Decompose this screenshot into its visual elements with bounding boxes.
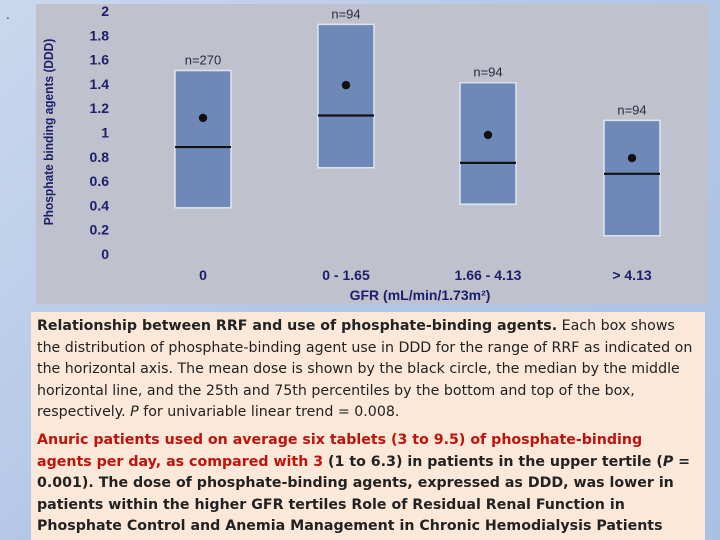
- y-tick-label: 1: [101, 125, 109, 141]
- caption-paragraph-1: Relationship between RRF and use of phos…: [37, 316, 699, 424]
- n-label: n=270: [185, 53, 222, 68]
- n-label: n=94: [617, 102, 646, 117]
- bullet-mark: .: [6, 8, 10, 22]
- y-tick-label: 1.6: [90, 52, 110, 68]
- y-axis-label: Phosphate binding agents (DDD): [42, 39, 57, 226]
- y-tick-label: 0: [101, 246, 109, 262]
- mean-dot: [627, 153, 637, 163]
- mean-dot: [198, 113, 208, 123]
- y-tick-label: 1.8: [90, 27, 110, 43]
- box-plot-chart: 0 0.2 0.4 0.6 0.8 1 1.2 1.4 1.6 1.8 2 Phosphate bin…: [42, 4, 661, 303]
- caption-black-a: (1 to 6.3) in patients in the upper tert…: [323, 453, 663, 470]
- x-tick-label: 0: [199, 267, 207, 283]
- mean-dot: [341, 80, 351, 90]
- caption-p-letter: P: [130, 404, 139, 421]
- caption-title: Relationship between RRF and use of phos…: [37, 318, 558, 334]
- caption-highlight: Anuric patients used on average six tabl…: [37, 431, 643, 470]
- caption-black-b: = 0.001). The dose of phosphate-binding …: [37, 453, 691, 535]
- caption-body-a: Each box shows the distribution of phosp…: [37, 318, 693, 421]
- y-tick-label: 0.4: [90, 197, 110, 213]
- y-tick-label: 1.4: [90, 76, 110, 92]
- y-tick-label: 0.2: [90, 222, 110, 238]
- y-tick-label: 0.6: [90, 173, 110, 189]
- x-tick-label: 1.66 - 4.13: [455, 267, 522, 283]
- caption-paragraph-2: Anuric patients used on average six tabl…: [37, 430, 699, 538]
- box: [459, 81, 517, 205]
- chart-panel: 0 0.2 0.4 0.6 0.8 1 1.2 1.4 1.6 1.8 2 Phosphate bin…: [36, 4, 708, 304]
- box: [317, 23, 375, 169]
- y-tick-label: 2: [101, 4, 109, 19]
- n-label: n=94: [331, 6, 360, 21]
- caption-p-letter-2: P: [662, 453, 674, 470]
- y-tick-label: 1.2: [90, 100, 110, 116]
- box: [603, 119, 661, 237]
- box: [174, 69, 232, 209]
- mean-dot: [483, 130, 493, 140]
- y-tick-label: 0.8: [90, 149, 110, 165]
- x-axis-label: GFR (mL/min/1.73m²): [350, 287, 491, 303]
- x-tick-label: 0 - 1.65: [322, 267, 370, 283]
- caption-body-b: for univariable linear trend = 0.008.: [138, 404, 400, 421]
- x-tick-label: > 4.13: [612, 267, 652, 283]
- figure-caption: Relationship between RRF and use of phos…: [31, 312, 705, 540]
- n-label: n=94: [473, 65, 502, 80]
